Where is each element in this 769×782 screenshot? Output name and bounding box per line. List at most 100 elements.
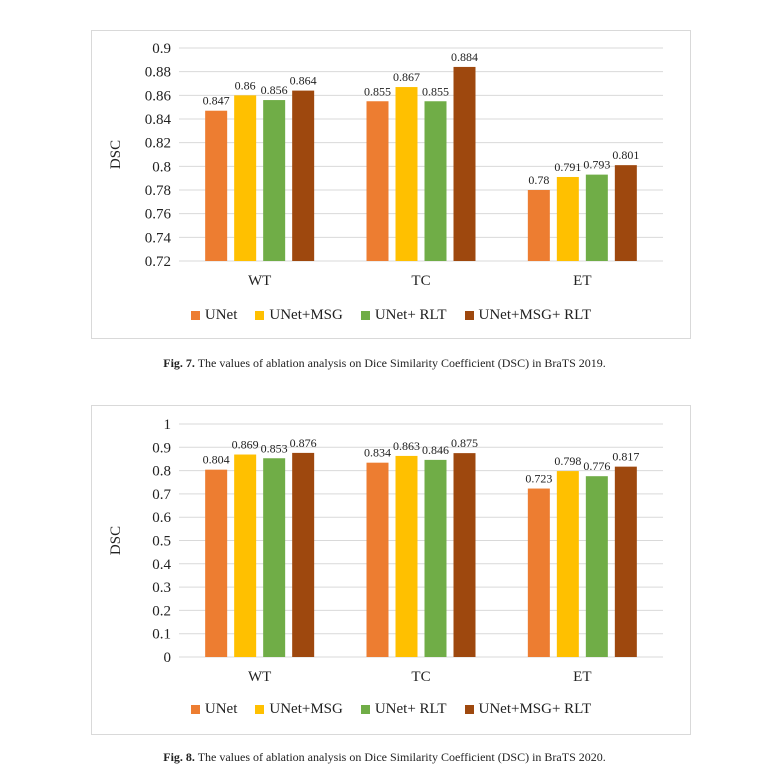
legend-item-unet-rlt: UNet+ RLT — [360, 701, 447, 718]
legend-label-unet-msg-rlt: UNet+MSG+ RLT — [478, 701, 592, 717]
x-tick-label: WT — [248, 273, 271, 289]
legend-swatch-unet — [190, 311, 200, 320]
legend-swatch-unet-msg — [255, 705, 265, 714]
y-tick-label: 0.6 — [152, 510, 171, 526]
data-label: 0.855 — [422, 84, 449, 98]
x-tick-label: TC — [411, 273, 430, 289]
data-label: 0.723 — [525, 472, 552, 486]
bar-unet-rlt-wt — [263, 458, 286, 657]
y-tick-label: 0.9 — [152, 440, 171, 456]
data-label: 0.875 — [451, 436, 478, 450]
y-tick-label: 0.3 — [152, 580, 171, 596]
bar-unet-msg-tc — [395, 455, 418, 657]
x-tick-label: ET — [573, 669, 591, 685]
y-axis-label: DSC — [108, 526, 124, 555]
bar-unet-msg-rlt-et — [614, 466, 637, 657]
data-label: 0.867 — [393, 70, 420, 84]
legend-label-unet-msg: UNet+MSG — [269, 701, 343, 717]
data-label: 0.855 — [364, 84, 391, 98]
y-tick-label: 0.78 — [145, 183, 171, 199]
chart-2-legend: UNet UNet+MSG UNet+ RLT UNet+MSG+ RLT — [92, 701, 690, 718]
legend-item-unet-msg-rlt: UNet+MSG+ RLT — [464, 307, 592, 324]
data-label: 0.776 — [583, 459, 610, 473]
bar-unet-msg-et — [556, 176, 579, 261]
bar-unet-msg-tc — [395, 87, 418, 261]
bar-unet-et — [527, 190, 550, 261]
data-label: 0.846 — [422, 443, 449, 457]
bar-unet-msg-rlt-tc — [453, 66, 476, 261]
data-label: 0.864 — [290, 74, 317, 88]
y-tick-label: 0.88 — [145, 65, 171, 81]
data-label: 0.847 — [203, 94, 230, 108]
x-tick-label: WT — [248, 669, 271, 685]
data-label: 0.834 — [364, 446, 391, 460]
y-tick-label: 0.74 — [145, 230, 172, 246]
y-tick-label: 0.86 — [145, 88, 172, 104]
figure-8-text: The values of ablation analysis on Dice … — [197, 750, 606, 764]
y-tick-label: 0.5 — [152, 534, 171, 550]
x-tick-label: ET — [573, 273, 591, 289]
data-label: 0.853 — [261, 441, 288, 455]
bar-unet-rlt-tc — [424, 459, 447, 657]
bar-unet-msg-rlt-wt — [292, 452, 315, 657]
y-tick-label: 0.4 — [152, 557, 171, 573]
bar-unet-msg-rlt-et — [614, 165, 637, 261]
y-tick-label: 0.84 — [145, 112, 172, 128]
figure-7-text: The values of ablation analysis on Dice … — [197, 356, 606, 370]
y-tick-label: 0.76 — [145, 207, 172, 223]
legend-label-unet: UNet — [204, 307, 238, 323]
figure-8-label: Fig. 8. — [163, 750, 195, 764]
bar-unet-msg-rlt-wt — [292, 90, 315, 261]
figure-8-caption: Fig. 8. The values of ablation analysis … — [0, 750, 769, 765]
y-tick-label: 0.72 — [145, 254, 171, 270]
data-label: 0.884 — [451, 50, 478, 64]
data-label: 0.793 — [583, 158, 610, 172]
legend-item-unet-rlt: UNet+ RLT — [360, 307, 447, 324]
y-tick-label: 1 — [164, 417, 172, 433]
data-label: 0.876 — [290, 436, 317, 450]
bar-unet-rlt-wt — [263, 100, 286, 261]
figure-7-label: Fig. 7. — [163, 356, 195, 370]
data-label: 0.817 — [612, 450, 639, 464]
bar-unet-rlt-et — [585, 476, 608, 657]
y-tick-label: 0.9 — [152, 41, 171, 57]
legend-item-unet-msg: UNet+MSG — [255, 701, 343, 718]
y-tick-label: 0.1 — [152, 627, 171, 643]
bar-unet-msg-wt — [234, 454, 257, 657]
bar-unet-rlt-tc — [424, 101, 447, 261]
y-tick-label: 0 — [164, 650, 172, 666]
legend-item-unet: UNet — [190, 701, 237, 718]
data-label: 0.791 — [554, 160, 581, 174]
legend-swatch-unet-rlt — [360, 311, 370, 320]
bar-unet-tc — [366, 101, 389, 261]
bar-unet-msg-et — [556, 471, 579, 657]
data-label: 0.78 — [528, 173, 549, 187]
x-tick-label: TC — [411, 669, 430, 685]
legend-item-unet-msg-rlt: UNet+MSG+ RLT — [464, 701, 592, 718]
data-label: 0.798 — [554, 454, 581, 468]
figure-7-caption: Fig. 7. The values of ablation analysis … — [0, 356, 769, 371]
data-label: 0.869 — [232, 438, 259, 452]
bar-unet-wt — [205, 469, 228, 657]
legend-label-unet-msg: UNet+MSG — [269, 307, 343, 323]
y-tick-label: 0.8 — [152, 464, 171, 480]
legend-item-unet: UNet — [190, 307, 238, 324]
y-tick-label: 0.2 — [152, 603, 171, 619]
chart-1-plot: 0.72 0.74 0.76 0.78 0.8 0.82 0.84 0.86 0.88 0.9 DS… — [108, 41, 663, 289]
data-label: 0.86 — [235, 78, 256, 92]
legend-item-unet-msg: UNet+MSG — [255, 307, 343, 324]
bar-unet-rlt-et — [585, 174, 608, 261]
chart-1-legend: UNet UNet+MSG UNet+ RLT UNet+MSG+ RLT — [92, 307, 690, 324]
legend-label-unet-rlt: UNet+ RLT — [374, 701, 447, 717]
y-tick-label: 0.82 — [145, 136, 171, 152]
data-label: 0.856 — [261, 83, 288, 97]
bar-unet-msg-wt — [234, 95, 257, 261]
data-label: 0.801 — [612, 148, 639, 162]
legend-swatch-unet-msg — [255, 311, 265, 320]
legend-label-unet-rlt: UNet+ RLT — [374, 307, 447, 323]
y-axis-label: DSC — [108, 140, 124, 169]
y-tick-label: 0.7 — [152, 487, 171, 503]
chart-2-plot: 00.10.20.30.40.50.60.70.80.91DSC0.8040.8… — [108, 417, 663, 685]
legend-label-unet-msg-rlt: UNet+MSG+ RLT — [478, 307, 592, 323]
legend-swatch-unet-msg-rlt — [464, 705, 474, 714]
